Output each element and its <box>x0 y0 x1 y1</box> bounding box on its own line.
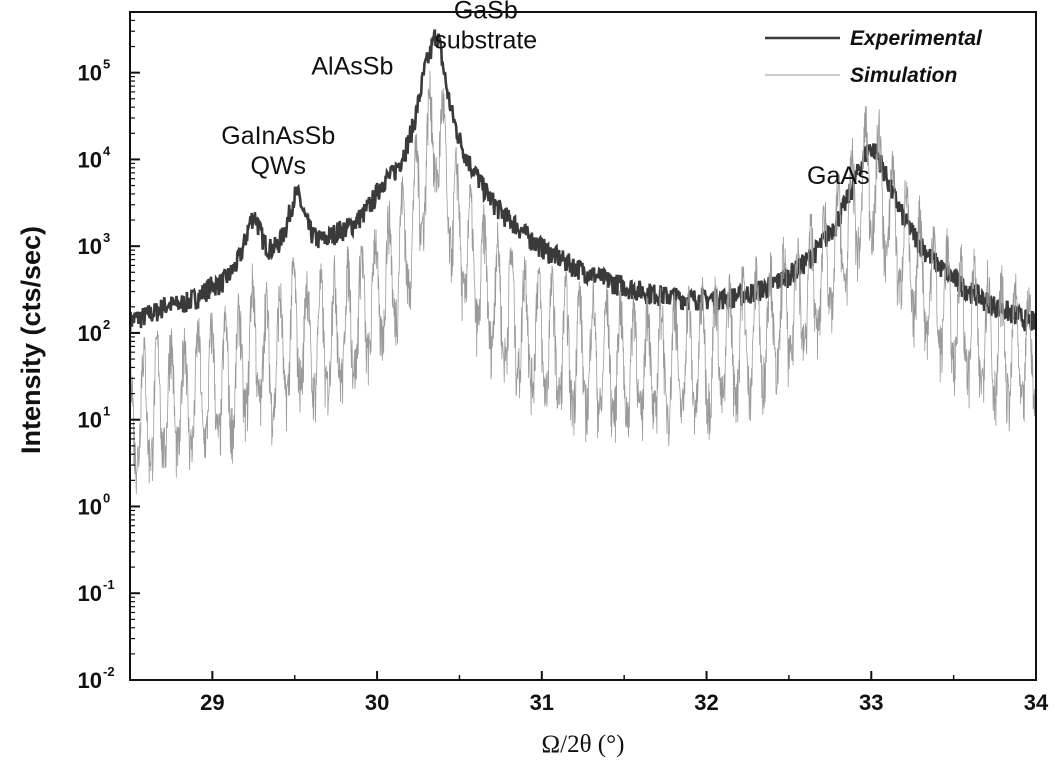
y-tick-label: 10 <box>78 61 102 86</box>
y-tick-label: 10 <box>78 668 102 693</box>
y-tick-exponent: 3 <box>103 230 110 245</box>
legend-label: Simulation <box>850 64 957 87</box>
y-axis-title: Intensity (cts/sec) <box>16 226 46 454</box>
y-tick-label: 10 <box>78 147 102 172</box>
legend-label: Experimental <box>850 27 983 50</box>
series-layer <box>130 29 1036 495</box>
y-tick-base: 10 <box>78 581 102 606</box>
y-tick-exponent: -2 <box>103 664 115 679</box>
x-tick-label: 29 <box>200 690 224 715</box>
peak-annotation: QWs <box>250 152 306 180</box>
y-tick-base: 10 <box>78 494 102 519</box>
peak-annotation: substrate <box>434 27 537 55</box>
y-tick-exponent: 0 <box>103 490 110 505</box>
peak-annotation: GaAs <box>807 162 870 190</box>
peak-annotation: GaSb <box>454 0 518 25</box>
legend: Experimental Simulation <box>765 27 983 87</box>
y-tick-base: 10 <box>78 61 102 86</box>
y-tick-base: 10 <box>78 234 102 259</box>
x-axis-title: Ω/2θ (°) <box>542 731 625 758</box>
x-tick-label: 31 <box>530 690 554 715</box>
x-tick-label: 34 <box>1024 690 1049 715</box>
y-tick-exponent: -1 <box>103 577 115 592</box>
y-tick-base: 10 <box>78 147 102 172</box>
y-tick-label: 10 <box>78 234 102 259</box>
plot-frame <box>129 11 1037 681</box>
y-tick-exponent: 1 <box>103 404 110 419</box>
y-tick-exponent: 2 <box>103 317 110 332</box>
y-tick-label: 10 <box>78 494 102 519</box>
series-line <box>130 29 1036 333</box>
y-tick-base: 10 <box>78 668 102 693</box>
x-tick-label: 30 <box>365 690 389 715</box>
peak-annotation: AlAsSb <box>311 53 393 81</box>
y-tick-exponent: 5 <box>103 57 110 72</box>
peak-annotation: GaInAsSb <box>221 122 335 150</box>
y-tick-exponent: 4 <box>103 143 111 158</box>
x-tick-label: 33 <box>859 690 883 715</box>
y-tick-label: 10 <box>78 408 102 433</box>
x-tick-label: 32 <box>694 690 718 715</box>
y-tick-base: 10 <box>78 408 102 433</box>
y-tick-base: 10 <box>78 321 102 346</box>
y-tick-label: 10 <box>78 581 102 606</box>
series-line <box>130 70 1036 495</box>
y-tick-label: 10 <box>78 321 102 346</box>
